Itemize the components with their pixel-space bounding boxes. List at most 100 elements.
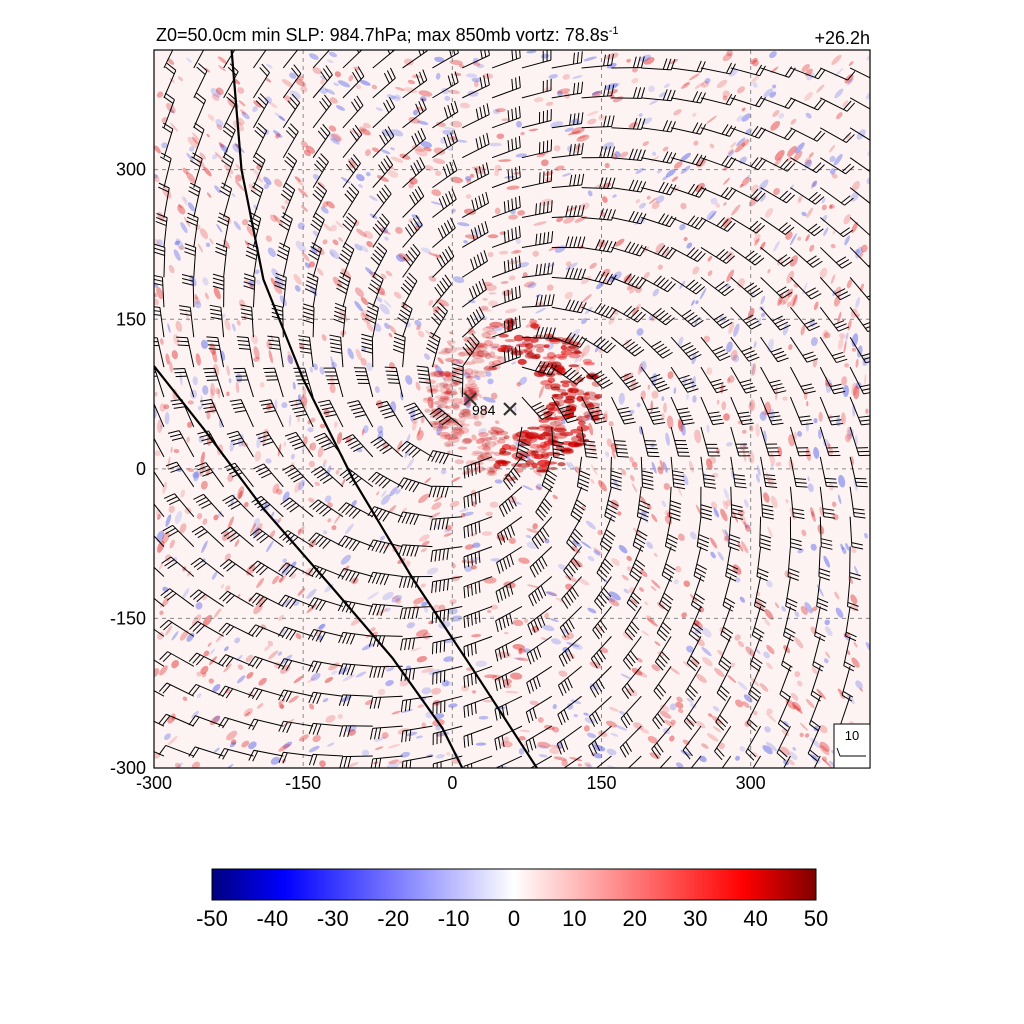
vorticity-cell (762, 745, 773, 755)
barb-flag (287, 470, 299, 477)
wind-barb (342, 66, 365, 99)
wind-barb (159, 619, 195, 637)
barb-flag (260, 437, 272, 443)
vorticity-cell (203, 650, 210, 657)
vorticity-cell (218, 142, 225, 148)
barb-flag (291, 441, 303, 447)
vorticity-cell (314, 481, 321, 487)
vorticity-cell (689, 702, 697, 709)
vorticity-cell (830, 274, 836, 285)
eyewall-cell (536, 445, 547, 449)
vorticity-cell (367, 591, 379, 600)
vorticity-cell (851, 181, 860, 191)
vorticity-cell (621, 468, 627, 476)
vorticity-cell (790, 118, 797, 125)
barb-flag (352, 72, 359, 83)
vorticity-cell (431, 502, 442, 510)
wind-barb (310, 212, 325, 248)
vorticity-cell (385, 679, 394, 687)
vorticity-cell (217, 510, 223, 518)
vorticity-cell (278, 703, 284, 710)
wind-barb (248, 749, 284, 762)
barb-flag (619, 777, 624, 787)
vorticity-cell (515, 238, 521, 245)
vorticity-cell (244, 240, 250, 247)
wind-barb (336, 272, 351, 308)
barb-flag (278, 720, 284, 732)
barb-staff (197, 621, 224, 637)
vorticity-cell (546, 284, 554, 291)
vorticity-cell (282, 558, 288, 564)
vorticity-cell (655, 242, 665, 253)
barb-flag (193, 493, 204, 500)
barb-flag (169, 433, 182, 438)
barb-flag (248, 750, 255, 761)
barb-staff (223, 100, 238, 129)
barb-flag (353, 98, 361, 109)
barb-flag (352, 127, 360, 138)
barb-flag (307, 629, 315, 640)
vorticity-cell (512, 643, 525, 650)
vorticity-cell (781, 606, 787, 612)
wind-barb (282, 64, 302, 99)
vorticity-cell (253, 517, 261, 528)
vorticity-cell (294, 482, 301, 493)
barb-staff (255, 624, 284, 637)
vorticity-cell (540, 159, 549, 167)
vorticity-cell (704, 77, 711, 84)
vorticity-cell (332, 276, 343, 288)
vorticity-cell (764, 401, 772, 416)
barb-flag (236, 336, 249, 339)
barb-flag (350, 183, 360, 193)
barb-flag (321, 442, 333, 448)
vorticity-cell (760, 312, 766, 318)
vorticity-cell (476, 63, 485, 69)
barb-flag (134, 653, 142, 661)
barb-flag (141, 399, 152, 401)
barb-flag (351, 101, 359, 112)
eyewall-cell (442, 383, 453, 389)
wind-barb (220, 526, 254, 547)
eyewall-cell (450, 388, 457, 396)
barb-flag (318, 399, 330, 403)
eyewall-cell (539, 424, 552, 429)
vorticity-cell (756, 465, 761, 477)
vorticity-cell (504, 690, 519, 694)
wind-barb (361, 333, 374, 368)
vorticity-cell (864, 532, 869, 539)
vorticity-cell (641, 630, 650, 637)
barb-flag (187, 212, 199, 219)
vorticity-cell (347, 158, 355, 164)
vorticity-cell (448, 608, 458, 615)
eyewall-cell (424, 408, 431, 413)
vorticity-cell (519, 376, 528, 386)
vorticity-cell (699, 287, 707, 300)
eyewall-cell (473, 420, 482, 427)
vorticity-cell (329, 376, 335, 386)
vorticity-cell (546, 342, 554, 350)
barb-flag (316, 471, 327, 479)
barb-flag (317, 182, 327, 192)
eyewall-cell (482, 446, 492, 452)
barb-staff (317, 499, 344, 518)
vorticity-cell (300, 141, 309, 148)
barb-staff (372, 307, 379, 338)
barb-flag (225, 626, 235, 636)
eyewall-cell (465, 389, 477, 394)
barb-flag (274, 280, 286, 286)
vorticity-cell (745, 523, 750, 529)
vorticity-cell (389, 325, 397, 334)
barb-flag (225, 657, 234, 668)
vorticity-cell (494, 170, 500, 177)
barb-staff (257, 560, 284, 577)
wind-barb (339, 755, 373, 768)
vorticity-cell (159, 338, 164, 345)
vorticity-cell (819, 741, 830, 752)
vorticity-cell (770, 120, 781, 131)
vorticity-cell (633, 722, 644, 730)
eyewall-cell (525, 431, 539, 439)
vorticity-cell (343, 565, 350, 572)
eyewall-cell (450, 381, 459, 387)
wind-barb (193, 493, 224, 518)
vorticity-cell (693, 140, 699, 146)
